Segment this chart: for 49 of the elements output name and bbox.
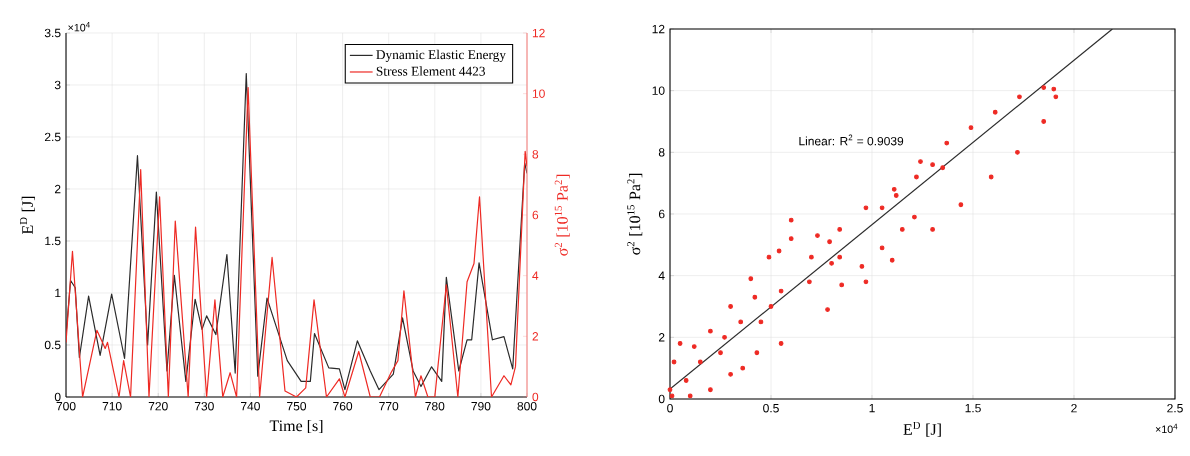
x-tick-label: 2.5 xyxy=(1167,403,1183,413)
x-tick-label: 2 xyxy=(1071,403,1077,413)
y-tick-label: 0 xyxy=(54,392,61,402)
y2-axis-title: σ$^{2}$ [10$^{15}$ Pa$^{2}$] xyxy=(554,174,570,256)
y-tick-label: 12 xyxy=(652,24,665,34)
x-tick-label: 780 xyxy=(425,401,445,411)
y-tick-label: 2 xyxy=(54,184,61,194)
y-axis-title: E$^{D}$ [J] xyxy=(20,196,35,235)
x-tick-label: 700 xyxy=(56,401,76,411)
x-axis-title: E$^{D}$ [J] xyxy=(903,421,941,437)
x-tick-label: 770 xyxy=(379,401,399,411)
x-tick-label: 0.5 xyxy=(763,403,779,413)
legend-label: Stress Element 4423 xyxy=(376,66,485,76)
y2-tick-label: 10 xyxy=(532,89,545,98)
y-tick-label: 8 xyxy=(658,148,665,157)
y-tick-label: 6 xyxy=(658,209,665,219)
x-tick-label: 1 xyxy=(869,403,875,413)
y-tick-label: 0.5 xyxy=(44,340,61,350)
y-tick-label: 3.5 xyxy=(44,28,61,38)
y-tick-label: 2 xyxy=(658,333,665,342)
x-tick-label: 800 xyxy=(517,401,537,411)
annotation: Linear: R$^{2}$ = 0.9039 xyxy=(799,134,904,146)
x-tick-label: 790 xyxy=(471,401,491,411)
x-tick-label: 710 xyxy=(102,401,122,411)
x-axis-title: Time [s] xyxy=(269,419,323,434)
x-tick-label: 720 xyxy=(148,401,168,411)
x-tick-label: 730 xyxy=(194,401,214,411)
text: ×10$^{4}$ xyxy=(68,22,90,32)
x-tick-label: 760 xyxy=(333,401,353,411)
y2-tick-label: 0 xyxy=(532,392,539,402)
x-tick-label: 1.5 xyxy=(965,403,981,413)
y-tick-label: 1.5 xyxy=(45,236,61,246)
y-tick-label: 2.5 xyxy=(44,132,61,142)
x-tick-label: 0 xyxy=(667,403,673,413)
y-axis-title: σ$^{2}$ [10$^{15}$ Pa$^{2}$] xyxy=(627,173,643,255)
y-tick-label: 1 xyxy=(55,288,61,298)
y-tick-label: 3 xyxy=(54,80,61,90)
text: ×10$^{4}$ xyxy=(1155,423,1178,434)
y-tick-label: 0 xyxy=(658,394,665,404)
y-tick-label: 4 xyxy=(658,271,665,280)
legend-label: Dynamic Elastic Energy xyxy=(376,49,506,62)
y2-tick-label: 12 xyxy=(532,28,545,38)
y2-tick-label: 4 xyxy=(532,271,539,280)
y2-tick-label: 6 xyxy=(532,210,539,220)
x-tick-label: 750 xyxy=(287,401,307,411)
x-tick-label: 740 xyxy=(241,401,260,411)
y-tick-label: 10 xyxy=(652,86,665,95)
y2-tick-label: 2 xyxy=(532,332,539,341)
y2-tick-label: 8 xyxy=(532,150,539,159)
